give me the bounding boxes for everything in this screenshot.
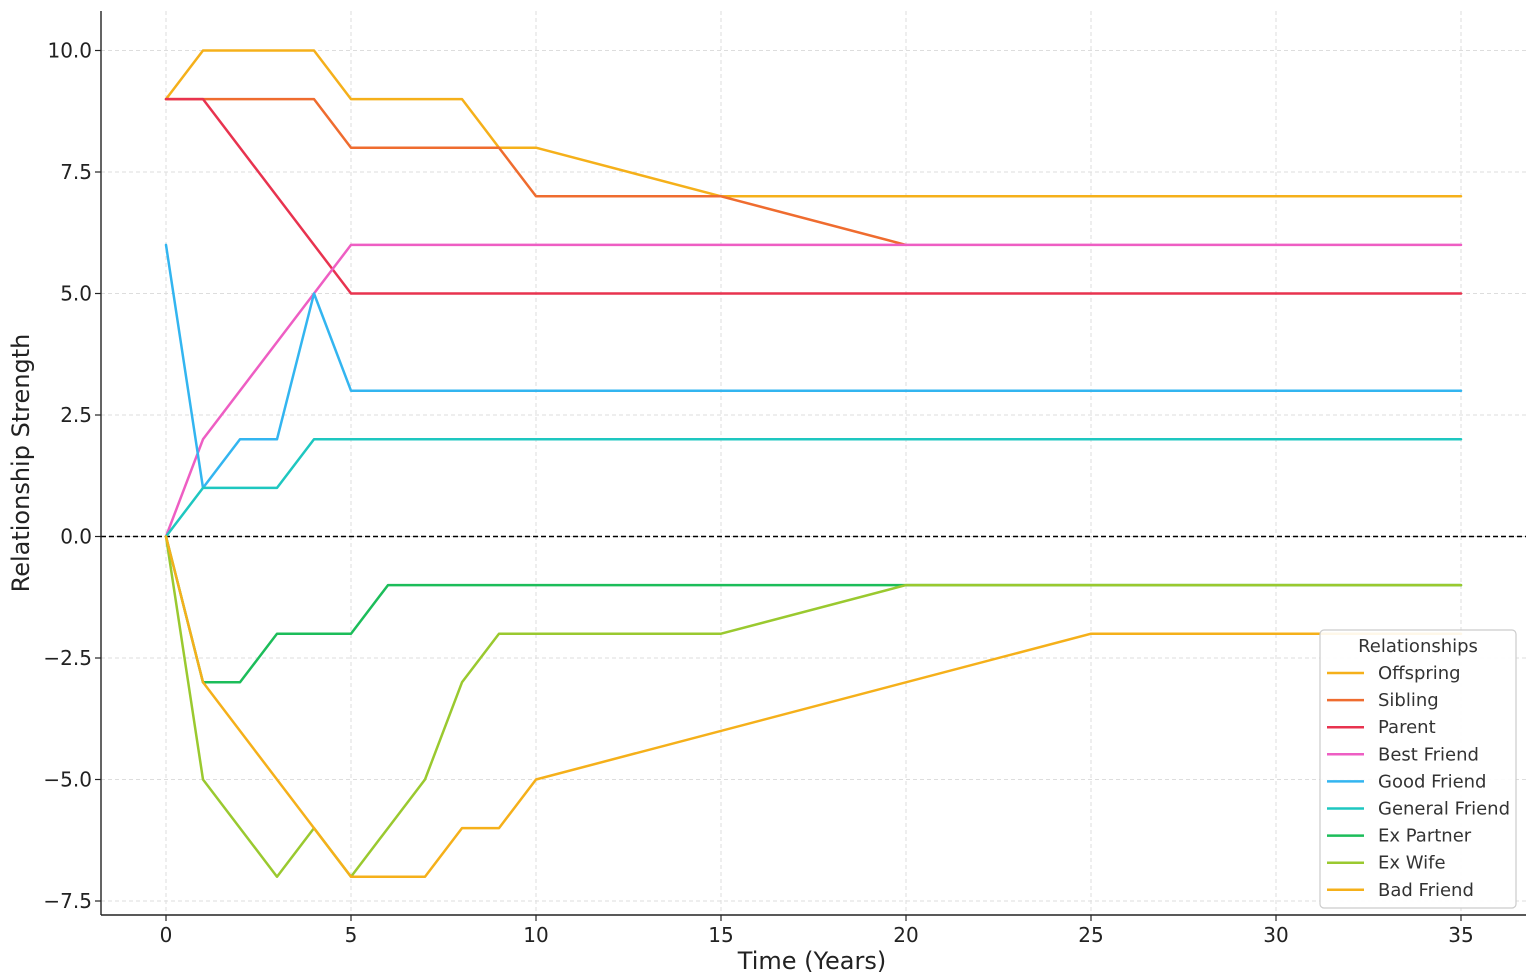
legend-item-bad-friend: Bad Friend [1327,880,1474,901]
legend-label: Best Friend [1378,744,1479,765]
legend-item-general-friend: General Friend [1327,799,1510,820]
grid [101,11,1526,915]
x-axis-label: Time (Years) [737,947,886,975]
legend-label: Sibling [1378,690,1439,711]
x-tick-label: 30 [1263,923,1288,947]
y-tick-label: −2.5 [43,646,92,670]
legend-item-parent: Parent [1327,717,1436,738]
x-tick-label: 20 [893,923,918,947]
series-line-parent [164,97,1463,295]
x-tick-label: 35 [1448,923,1473,947]
series-layer [164,49,1463,878]
series-line-general-friend [164,438,1463,538]
y-tick-label: −5.0 [43,768,92,792]
x-tick-label: 10 [523,923,548,947]
legend-item-best-friend: Best Friend [1327,744,1479,765]
legend-title: Relationships [1358,636,1478,657]
legend-label: General Friend [1378,799,1510,820]
legend-items: Offspring Sibling Parent Best Friend Good Fr… [1327,663,1510,901]
legend-item-ex-wife: Ex Wife [1327,853,1446,874]
legend-label: Good Friend [1378,771,1486,792]
x-tick-label: 25 [1078,923,1103,947]
series-line-sibling [164,97,908,247]
legend-label: Offspring [1378,663,1461,684]
x-axis-ticks: 0 5 10 15 20 25 30 35 [160,915,1474,947]
legend-item-good-friend: Good Friend [1327,771,1486,792]
legend-item-offspring: Offspring [1327,663,1461,684]
series-line-ex-wife [164,535,1463,878]
y-tick-label: 2.5 [60,403,92,427]
legend: Relationships Offspring Sibling Parent Best… [1319,629,1517,909]
legend-label: Ex Partner [1378,826,1472,847]
legend-label: Ex Wife [1378,853,1446,874]
y-tick-label: 10.0 [47,39,92,63]
legend-label: Bad Friend [1378,880,1474,901]
legend-label: Parent [1378,717,1436,738]
series-line-bad-friend [164,535,1463,878]
legend-item-sibling: Sibling [1327,690,1439,711]
y-tick-label: 7.5 [60,160,92,184]
y-axis-label: Relationship Strength [7,334,35,593]
x-tick-label: 15 [708,923,733,947]
y-tick-label: 5.0 [60,282,92,306]
y-tick-label: −7.5 [43,889,92,913]
y-tick-label: 0.0 [60,525,92,549]
series-line-offspring [164,49,1463,198]
legend-item-ex-partner: Ex Partner [1327,826,1472,847]
axes [100,11,1526,916]
x-tick-label: 5 [345,923,358,947]
legend-box [1319,629,1517,909]
x-tick-label: 0 [160,923,173,947]
y-axis-ticks: −7.5 −5.0 −2.5 0.0 2.5 5.0 7.5 10.0 [43,39,101,913]
